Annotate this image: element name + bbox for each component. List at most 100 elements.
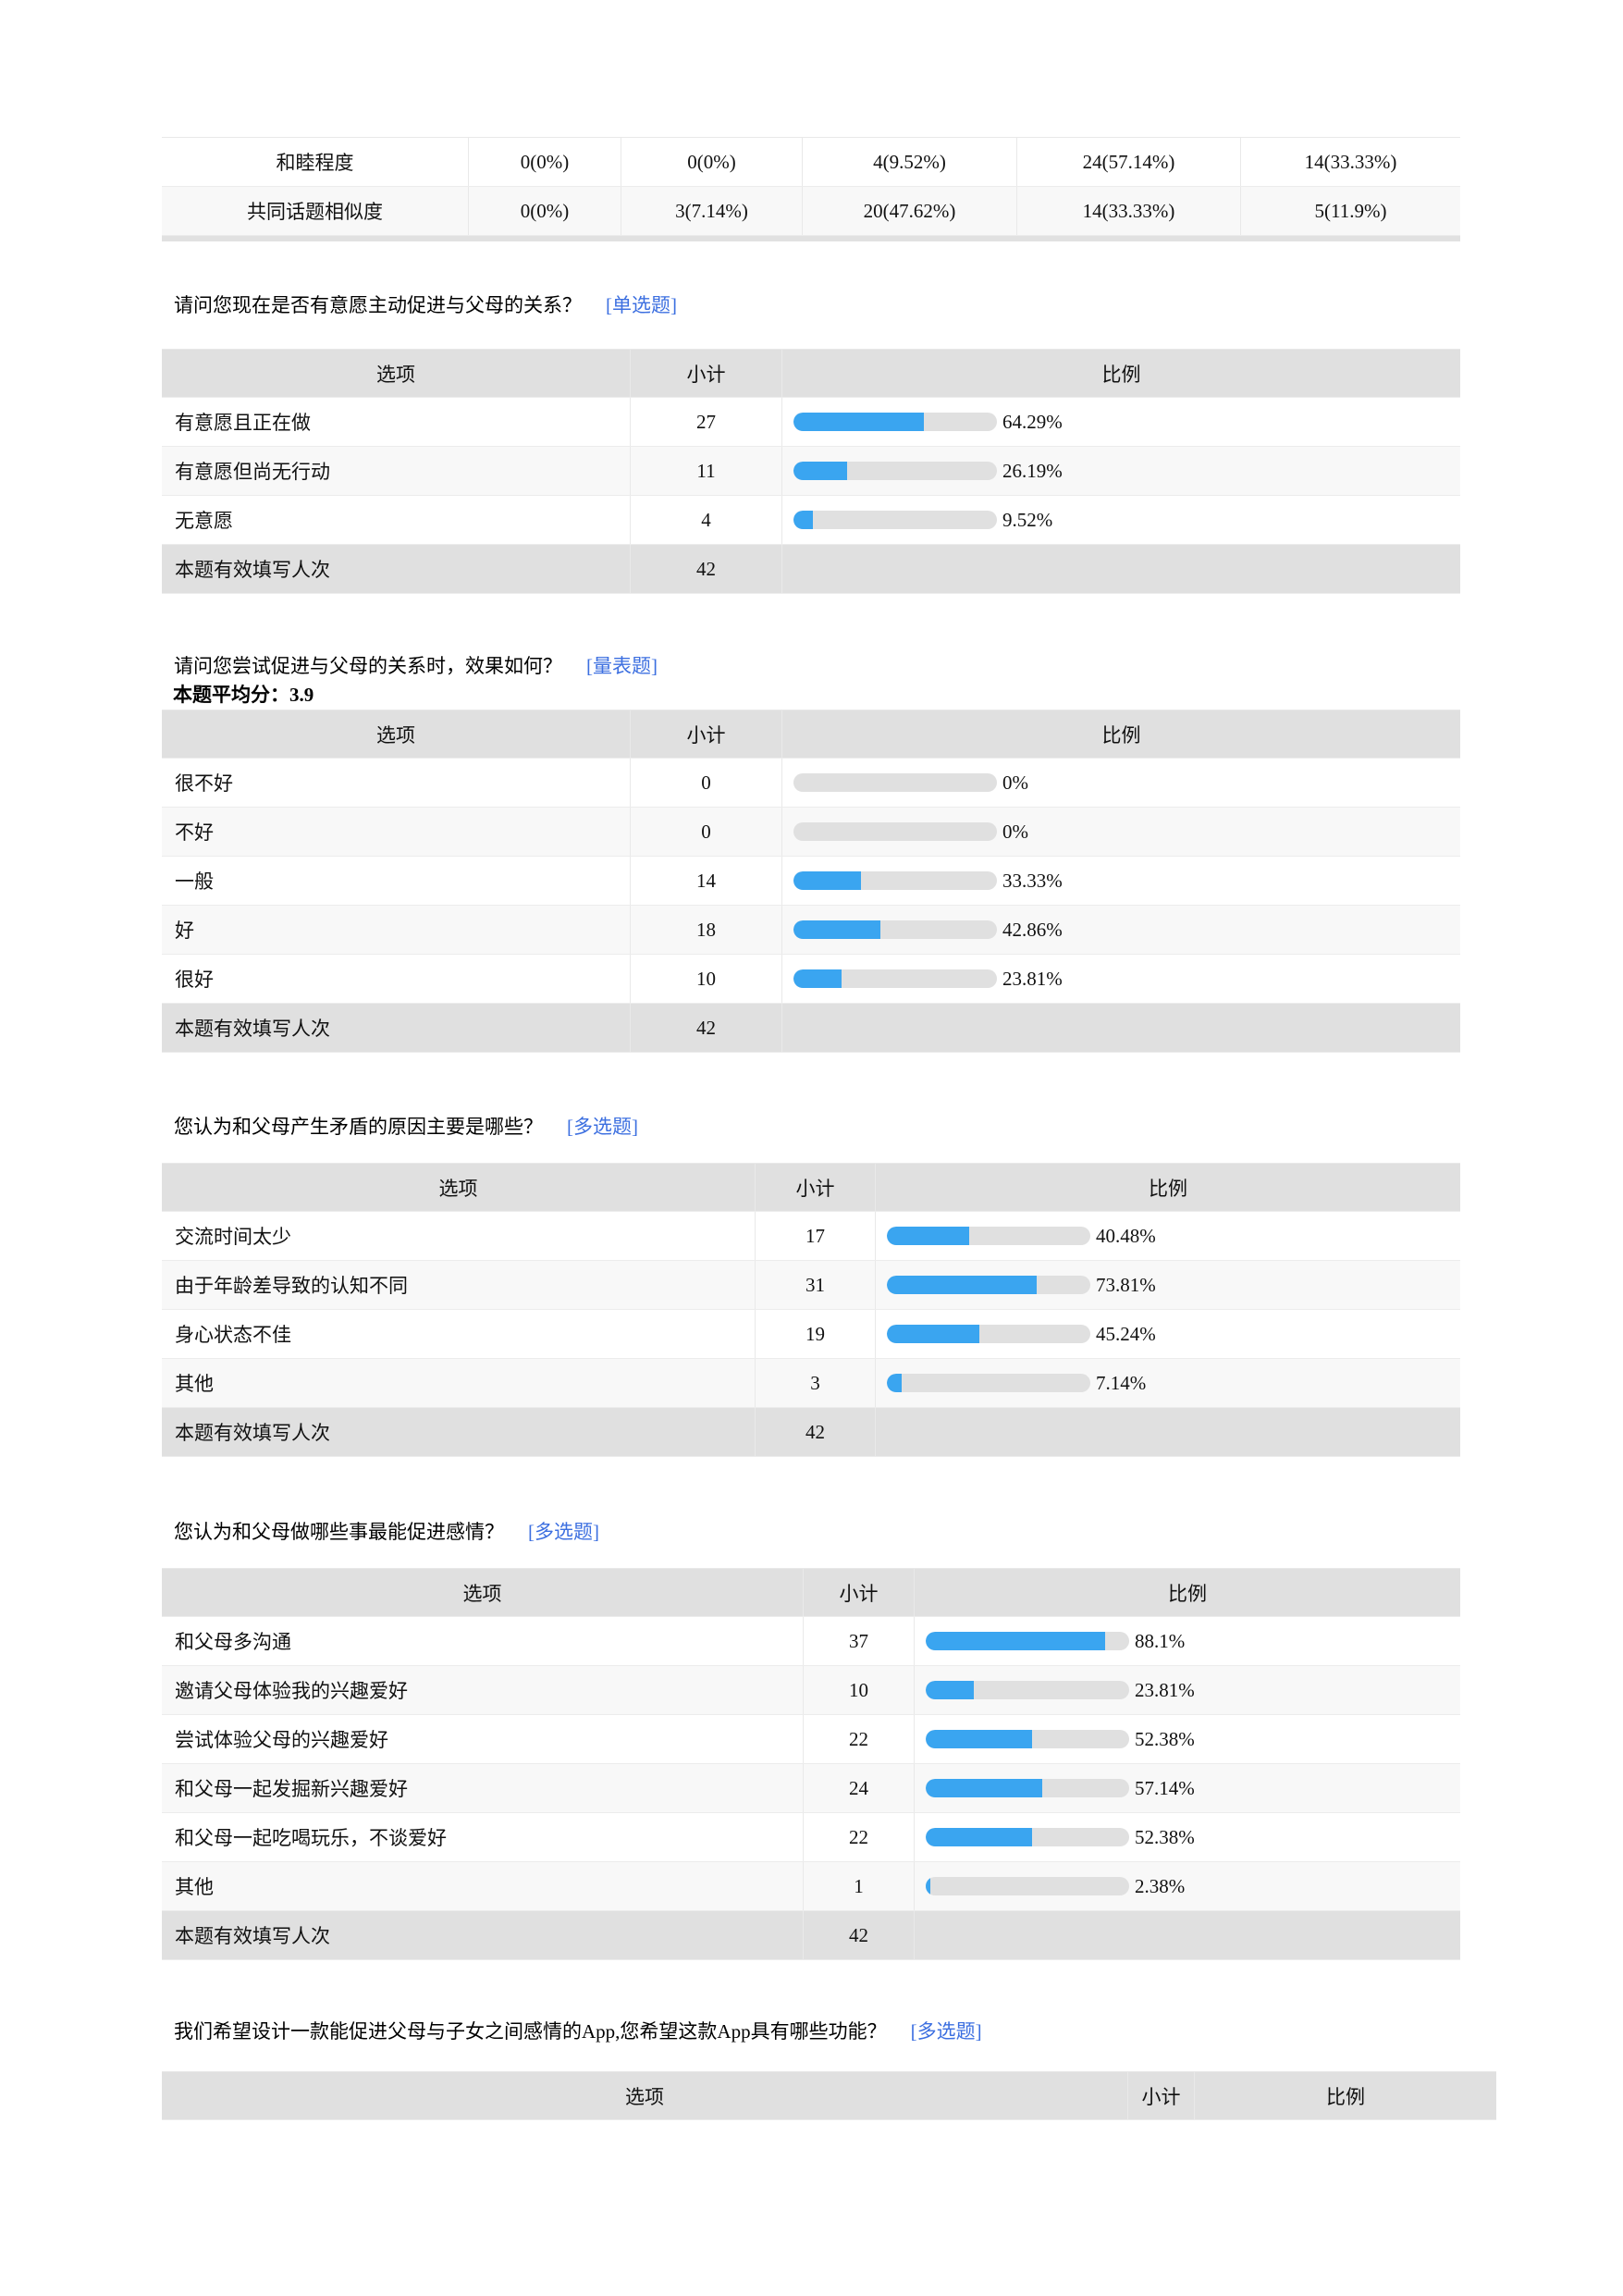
option-cell-text: 不好 — [175, 821, 214, 844]
ratio-cell: 9.52% — [782, 496, 1460, 544]
option-cell: 邀请父母体验我的兴趣爱好 — [162, 1666, 804, 1714]
table-row: 有意愿但尚无行动 11 26.19% — [162, 447, 1460, 496]
matrix-value-cell: 14(33.33%) — [1241, 138, 1460, 186]
header-cell-count-text: 小计 — [839, 1582, 879, 1605]
question-type-tag-link[interactable]: [多选题] — [528, 1521, 599, 1543]
ratio-bar-fill — [793, 413, 924, 431]
ratio-bar-track — [926, 1828, 1129, 1846]
option-cell-text: 尝试体验父母的兴趣爱好 — [175, 1729, 388, 1751]
matrix-table: 和睦程度 0(0%) 0(0%) 4(9.52%) 24(57.14%) 14(33.33… — [162, 137, 1460, 241]
count-cell-text: 37 — [849, 1629, 868, 1652]
ratio-bar-track — [887, 1276, 1090, 1294]
ratio-cell: 57.14% — [915, 1764, 1460, 1812]
ratio-bar-track — [887, 1325, 1090, 1343]
header-cell-count: 小计 — [804, 1569, 915, 1616]
table-footer-row: 本题有效填写人次 42 — [162, 1004, 1460, 1053]
ratio-percent-label: 88.1% — [1135, 1629, 1186, 1652]
option-cell-text: 由于年龄差导致的认知不同 — [175, 1275, 408, 1297]
ratio-bar-track — [793, 511, 997, 529]
header-cell-count: 小计 — [756, 1164, 876, 1211]
table-row: 和父母一起吃喝玩乐，不谈爱好 22 52.38% — [162, 1813, 1460, 1862]
header-cell-count-text: 小计 — [686, 723, 726, 747]
count-cell-text: 0 — [701, 771, 711, 794]
option-cell-text: 一般 — [175, 870, 214, 893]
matrix-row: 共同话题相似度 0(0%) 3(7.14%) 20(47.62%) 14(33.33%)… — [162, 187, 1460, 236]
table-header-row: 选项 小计 比例 — [162, 710, 1460, 759]
footer-count-cell: 42 — [631, 1004, 782, 1052]
question-type-tag-link[interactable]: [多选题] — [910, 2020, 982, 2043]
ratio-bar-track — [926, 1681, 1129, 1699]
footer-ratio-cell — [876, 1408, 1460, 1456]
header-cell-count-text: 小计 — [686, 363, 726, 386]
ratio-percent-label: 45.24% — [1096, 1322, 1156, 1345]
matrix-table-bottom-strip — [162, 236, 1460, 241]
count-cell: 37 — [804, 1617, 915, 1665]
option-cell-text: 交流时间太少 — [175, 1226, 291, 1248]
option-cell: 由于年龄差导致的认知不同 — [162, 1261, 756, 1309]
ratio-percent-label: 23.81% — [1002, 967, 1063, 990]
option-cell-text: 其他 — [175, 1876, 214, 1898]
count-cell: 17 — [756, 1212, 876, 1260]
table-row: 其他 3 7.14% — [162, 1359, 1460, 1408]
header-cell-count: 小计 — [631, 350, 782, 397]
count-cell-text: 0 — [701, 820, 711, 843]
matrix-row: 和睦程度 0(0%) 0(0%) 4(9.52%) 24(57.14%) 14(33.33… — [162, 138, 1460, 187]
ratio-cell: 45.24% — [876, 1310, 1460, 1358]
footer-label-cell-text: 本题有效填写人次 — [175, 559, 330, 581]
footer-ratio-cell — [782, 545, 1460, 593]
matrix-value-cell: 20(47.62%) — [803, 187, 1017, 235]
header-cell-ratio-text: 比例 — [1149, 1177, 1187, 1200]
count-cell: 18 — [631, 906, 782, 954]
ratio-cell: 33.33% — [782, 857, 1460, 905]
ratio-cell: 0% — [782, 808, 1460, 856]
ratio-bar-track — [793, 462, 997, 480]
ratio-bar-fill — [887, 1325, 979, 1343]
question-type-tag-link[interactable]: [量表题] — [586, 655, 658, 677]
table-row: 由于年龄差导致的认知不同 31 73.81% — [162, 1261, 1460, 1310]
matrix-value-cell: 14(33.33%) — [1017, 187, 1241, 235]
ratio-bar-track — [793, 969, 997, 988]
count-cell: 24 — [804, 1764, 915, 1812]
ratio-bar-track — [926, 1730, 1129, 1748]
option-cell-text: 和父母一起吃喝玩乐，不谈爱好 — [175, 1827, 447, 1849]
option-cell-text: 和父母一起发掘新兴趣爱好 — [175, 1778, 408, 1800]
table-row: 有意愿且正在做 27 64.29% — [162, 398, 1460, 447]
ratio-percent-label: 0% — [1002, 771, 1028, 794]
table-footer-row: 本题有效填写人次 42 — [162, 1408, 1460, 1457]
count-cell-text: 14 — [696, 869, 716, 892]
question-title-text: 您认为和父母做哪些事最能促进感情？ — [174, 1521, 504, 1543]
option-cell: 无意愿 — [162, 496, 631, 544]
matrix-value-cell: 0(0%) — [469, 138, 621, 186]
option-cell: 其他 — [162, 1862, 804, 1910]
matrix-value-cell-text: 5(11.9%) — [1314, 199, 1387, 222]
ratio-cell: 7.14% — [876, 1359, 1460, 1407]
footer-label-cell-text: 本题有效填写人次 — [175, 1925, 330, 1947]
header-cell-count: 小计 — [631, 710, 782, 758]
count-cell-text: 10 — [696, 967, 716, 990]
count-cell-text: 24 — [849, 1776, 868, 1799]
ratio-cell: 23.81% — [782, 955, 1460, 1003]
footer-label-cell: 本题有效填写人次 — [162, 1004, 631, 1052]
ratio-bar-fill — [926, 1730, 1032, 1748]
header-cell-ratio: 比例 — [1195, 2072, 1496, 2119]
header-cell-option-text: 选项 — [438, 1177, 478, 1200]
ratio-bar-fill — [926, 1632, 1105, 1650]
count-cell-text: 31 — [805, 1273, 825, 1296]
matrix-value-cell-text: 24(57.14%) — [1082, 150, 1175, 173]
ratio-percent-label: 57.14% — [1135, 1776, 1195, 1799]
ratio-cell: 26.19% — [782, 447, 1460, 495]
count-cell: 4 — [631, 496, 782, 544]
question-title: 您认为和父母做哪些事最能促进感情？ [多选题] — [174, 1516, 599, 1548]
ratio-bar-fill — [793, 511, 813, 529]
option-cell: 尝试体验父母的兴趣爱好 — [162, 1715, 804, 1763]
ratio-percent-label: 23.81% — [1135, 1678, 1195, 1701]
footer-count-cell-text: 42 — [696, 1016, 716, 1039]
ratio-percent-label: 33.33% — [1002, 869, 1063, 892]
question-type-tag-link[interactable]: [多选题] — [567, 1116, 638, 1138]
question-type-tag-link[interactable]: [单选题] — [606, 294, 677, 316]
ratio-bar-fill — [926, 1828, 1032, 1846]
table-header-row: 选项 小计 比例 — [162, 2072, 1496, 2120]
ratio-cell: 2.38% — [915, 1862, 1460, 1910]
ratio-cell: 0% — [782, 759, 1460, 807]
